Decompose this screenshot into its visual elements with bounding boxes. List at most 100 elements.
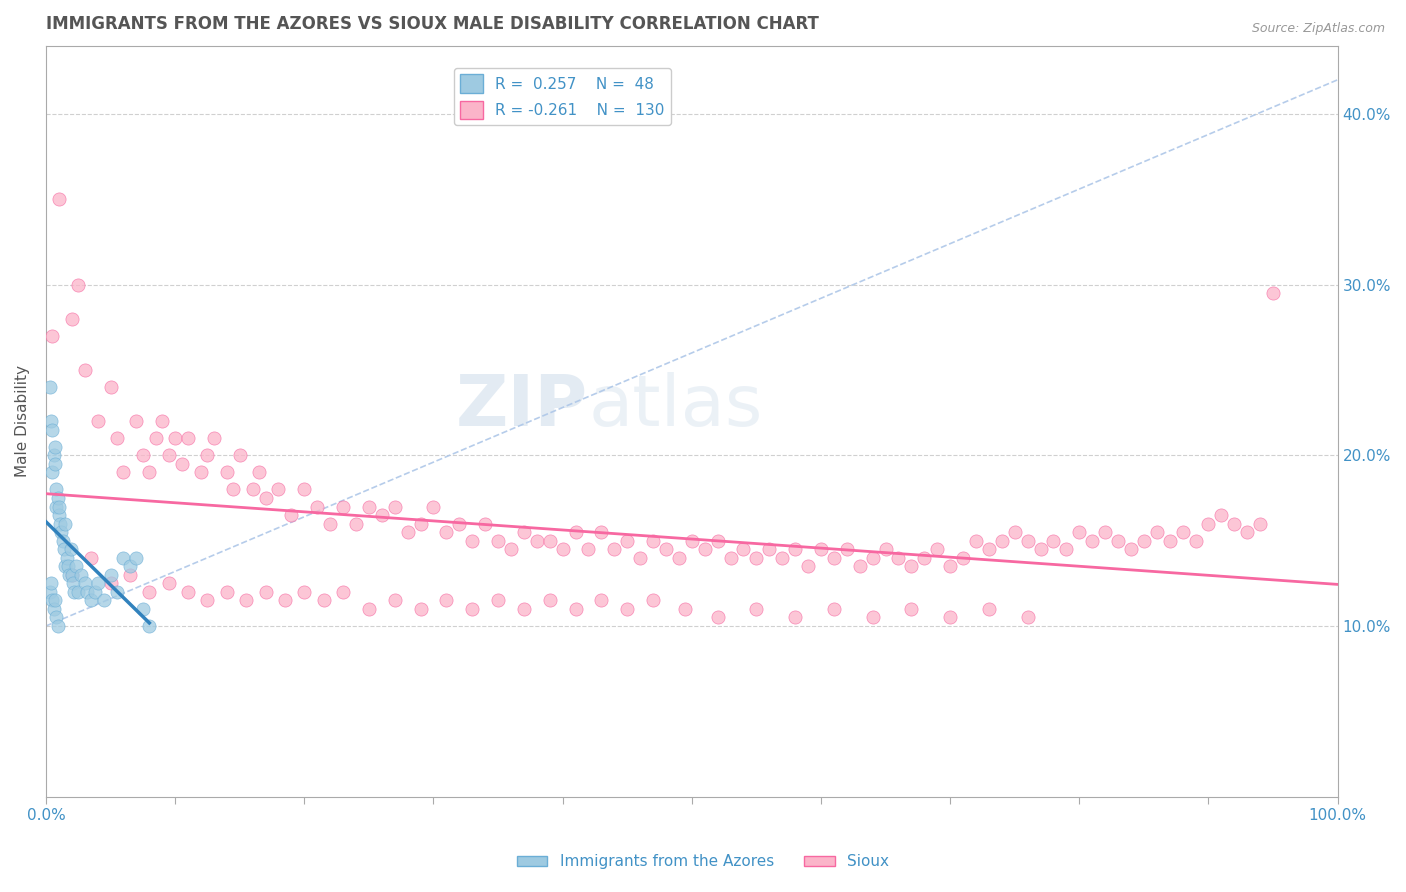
Point bbox=[357, 500, 380, 514]
Point bbox=[132, 448, 155, 462]
Point bbox=[1069, 525, 1091, 540]
Point bbox=[591, 593, 613, 607]
Point bbox=[862, 550, 884, 565]
Point bbox=[45, 610, 67, 624]
Point bbox=[177, 585, 200, 599]
Point bbox=[312, 593, 335, 607]
Point bbox=[222, 483, 245, 497]
Point bbox=[132, 602, 155, 616]
Point bbox=[93, 593, 115, 607]
Point bbox=[513, 602, 536, 616]
Point bbox=[100, 380, 122, 394]
Point bbox=[46, 491, 69, 505]
Point bbox=[785, 610, 807, 624]
Point bbox=[1042, 533, 1064, 548]
Point bbox=[197, 593, 219, 607]
Point bbox=[65, 559, 87, 574]
Point bbox=[1004, 525, 1026, 540]
Point bbox=[1054, 542, 1077, 557]
Point bbox=[848, 559, 870, 574]
Point bbox=[73, 576, 96, 591]
Point bbox=[58, 567, 80, 582]
Point bbox=[215, 466, 238, 480]
Text: IMMIGRANTS FROM THE AZORES VS SIOUX MALE DISABILITY CORRELATION CHART: IMMIGRANTS FROM THE AZORES VS SIOUX MALE… bbox=[46, 15, 818, 33]
Point bbox=[254, 585, 277, 599]
Point bbox=[797, 559, 820, 574]
Point bbox=[513, 525, 536, 540]
Point bbox=[292, 483, 315, 497]
Point bbox=[41, 593, 63, 607]
Point bbox=[668, 550, 690, 565]
Point bbox=[73, 363, 96, 377]
Point bbox=[48, 192, 70, 206]
Point bbox=[486, 593, 509, 607]
Point bbox=[307, 500, 329, 514]
Point bbox=[76, 585, 98, 599]
Point bbox=[39, 576, 62, 591]
Point bbox=[1107, 533, 1129, 548]
Point bbox=[100, 567, 122, 582]
Point bbox=[86, 414, 108, 428]
Point bbox=[165, 431, 187, 445]
Point bbox=[603, 542, 626, 557]
Point bbox=[965, 533, 987, 548]
Point bbox=[927, 542, 949, 557]
Point bbox=[62, 576, 84, 591]
Point bbox=[461, 533, 484, 548]
Point bbox=[396, 525, 419, 540]
Point bbox=[45, 500, 67, 514]
Text: Source: ZipAtlas.com: Source: ZipAtlas.com bbox=[1251, 22, 1385, 36]
Point bbox=[578, 542, 600, 557]
Point bbox=[247, 466, 270, 480]
Point bbox=[105, 431, 128, 445]
Point bbox=[706, 533, 728, 548]
Point bbox=[991, 533, 1014, 548]
Point bbox=[41, 466, 63, 480]
Point bbox=[228, 448, 250, 462]
Point bbox=[887, 550, 910, 565]
Point bbox=[1094, 525, 1116, 540]
Text: ZIP: ZIP bbox=[456, 372, 589, 441]
Point bbox=[150, 414, 173, 428]
Point bbox=[105, 585, 128, 599]
Point bbox=[823, 550, 845, 565]
Point bbox=[52, 533, 75, 548]
Point bbox=[48, 508, 70, 522]
Point bbox=[197, 448, 219, 462]
Point bbox=[720, 550, 742, 565]
Point bbox=[60, 567, 83, 582]
Point bbox=[44, 593, 66, 607]
Point bbox=[538, 533, 561, 548]
Point bbox=[1017, 533, 1039, 548]
Point bbox=[67, 277, 90, 292]
Point bbox=[564, 525, 586, 540]
Point bbox=[693, 542, 716, 557]
Point bbox=[1236, 525, 1258, 540]
Point bbox=[538, 593, 561, 607]
Point bbox=[977, 542, 1000, 557]
Point bbox=[1119, 542, 1142, 557]
Point bbox=[235, 593, 257, 607]
Point bbox=[810, 542, 832, 557]
Point bbox=[157, 448, 180, 462]
Point bbox=[939, 610, 962, 624]
Legend: R =  0.257    N =  48, R = -0.261    N =  130: R = 0.257 N = 48, R = -0.261 N = 130 bbox=[454, 69, 671, 126]
Point bbox=[1261, 286, 1284, 301]
Point bbox=[900, 559, 922, 574]
Point bbox=[157, 576, 180, 591]
Point bbox=[499, 542, 522, 557]
Point bbox=[785, 542, 807, 557]
Point bbox=[46, 619, 69, 633]
Point bbox=[422, 500, 444, 514]
Point bbox=[254, 491, 277, 505]
Point bbox=[202, 431, 225, 445]
Point bbox=[616, 533, 638, 548]
Point bbox=[357, 602, 380, 616]
Point bbox=[835, 542, 858, 557]
Point bbox=[449, 516, 471, 531]
Point bbox=[63, 585, 86, 599]
Point bbox=[628, 550, 651, 565]
Point bbox=[875, 542, 897, 557]
Point bbox=[267, 483, 290, 497]
Point bbox=[1198, 516, 1220, 531]
